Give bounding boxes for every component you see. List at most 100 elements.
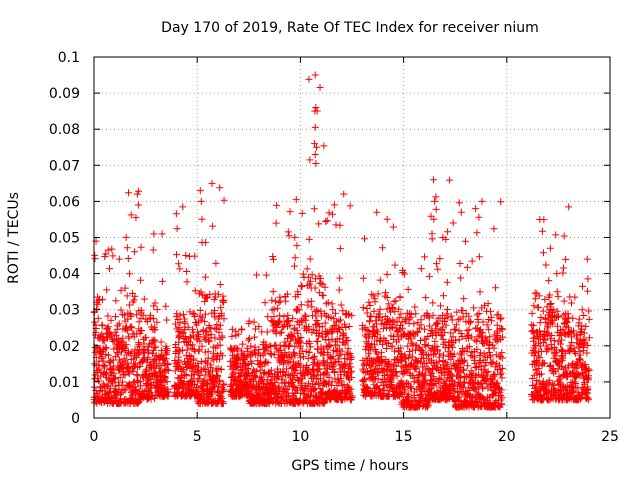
data-point [498,354,506,362]
data-point [261,299,269,307]
data-point [191,313,199,321]
data-point [312,159,320,167]
data-point [301,311,309,319]
data-point [584,396,592,404]
data-point [201,310,209,318]
data-point [536,342,544,350]
data-point [174,346,182,354]
data-point [164,366,172,374]
data-point [318,323,326,331]
data-point [285,341,293,349]
data-point [286,321,294,329]
data-point [459,313,467,321]
data-point [370,292,378,300]
data-point [105,389,113,397]
data-point [291,336,299,344]
data-point [149,246,157,254]
data-point [465,326,473,334]
data-point [311,107,319,115]
data-point [361,375,369,383]
data-point [442,235,450,243]
data-point [239,340,247,348]
data-point [565,203,573,211]
data-point [407,384,415,392]
data-point [291,254,299,262]
data-point [294,291,302,299]
data-point [365,334,373,342]
data-point [465,342,473,350]
data-point [531,349,539,357]
data-point [471,353,479,361]
data-point [175,323,183,331]
data-point [95,365,103,373]
data-point [460,366,468,374]
data-point [291,367,299,375]
data-point [554,293,562,301]
data-point [176,318,184,326]
data-point [421,341,429,349]
data-point [396,325,404,333]
data-point [281,338,289,346]
data-point [464,331,472,339]
data-point [539,307,547,315]
x-tick-label: 0 [90,429,99,445]
data-point [329,362,337,370]
x-tick-label: 25 [601,429,619,445]
data-point [158,277,166,285]
data-point [303,265,311,273]
data-point [371,298,379,306]
data-point [283,386,291,394]
data-point [133,190,141,198]
data-point [497,369,505,377]
data-point [208,179,216,187]
data-point [429,299,437,307]
data-point [411,303,419,311]
data-point [101,361,109,369]
data-point [280,313,288,321]
data-point [558,336,566,344]
data-point [316,365,324,373]
data-point [152,343,160,351]
data-point [195,375,203,383]
y-axis-label: ROTI / TECUs [6,192,22,284]
data-point [151,326,159,334]
data-point [566,342,574,350]
data-point [148,350,156,358]
x-tick-label: 10 [291,429,309,445]
data-point [103,286,111,294]
data-point [566,329,574,337]
data-point [452,336,460,344]
data-point [220,386,228,394]
data-point [313,316,321,324]
data-point [572,365,580,373]
y-tick-labels: 0 0.01 0.02 0.03 0.04 0.05 0.06 0.07 0.08 0.09 0.1 [49,50,80,427]
data-point [440,351,447,359]
data-point [490,372,498,380]
data-point [534,303,542,311]
data-point [196,337,204,345]
data-point [488,359,496,367]
data-point [216,341,224,349]
data-point [157,338,165,346]
data-point [528,375,536,383]
data-point [173,310,181,318]
data-point [150,315,158,323]
data-point [374,290,382,298]
data-point [195,346,203,354]
data-point [161,372,169,380]
data-point [552,231,560,239]
y-tick-label: 0.09 [49,86,80,102]
data-point [532,383,540,391]
data-point [146,314,154,322]
data-point [404,342,412,350]
data-point [122,233,130,241]
data-point [191,287,199,295]
data-point [164,361,172,369]
data-point [462,237,470,245]
data-point [348,367,356,375]
data-point [273,304,281,312]
data-point [459,307,467,315]
data-point [198,215,206,223]
data-point [124,254,132,262]
data-point [476,288,484,296]
